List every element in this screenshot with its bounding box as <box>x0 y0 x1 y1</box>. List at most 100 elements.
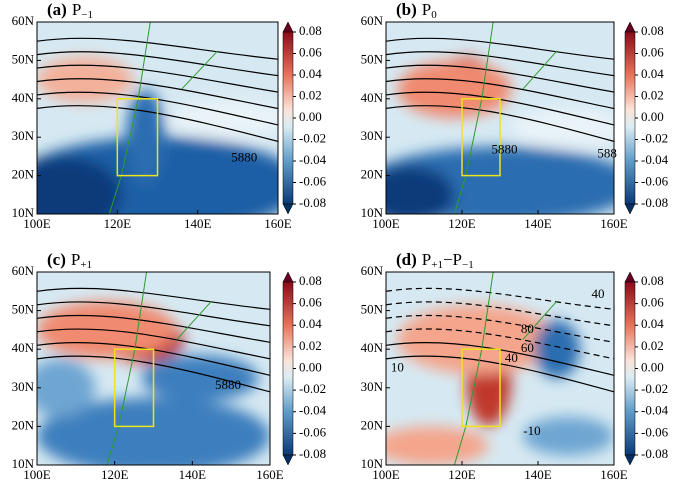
x-tick-label: 140E <box>524 216 552 231</box>
contour <box>386 37 614 60</box>
colorbar-tick-label: 0.02 <box>641 87 664 102</box>
panel-title: (a) P−1 <box>47 0 93 21</box>
region-box <box>116 98 159 177</box>
title: −P <box>443 250 462 269</box>
colorbar-tick-label: -0.04 <box>299 403 327 418</box>
map-field <box>37 22 278 214</box>
contour-label: -10 <box>523 423 540 438</box>
colorbar-tick-label: 0.04 <box>299 66 322 81</box>
y-tick-label: 20N <box>361 167 384 182</box>
contour <box>386 328 614 360</box>
y-tick-label: 60N <box>12 263 35 278</box>
x-tick-label: 140E <box>179 467 207 482</box>
y-tick-label: 10N <box>361 456 384 471</box>
colorbar-bottom <box>624 454 636 466</box>
colorbar-tick-label: 0.04 <box>641 316 664 331</box>
panel: 5880 588 100E 120E 140E 160E 10N 20N 30N 40N 50N 60… <box>361 0 669 231</box>
contour <box>386 78 614 110</box>
shading <box>386 56 614 214</box>
region-box <box>461 98 501 177</box>
contour <box>37 104 278 142</box>
colorbar-tick-label: -0.06 <box>641 424 669 439</box>
y-tick-label: 40N <box>361 90 384 105</box>
colorbar <box>282 31 294 205</box>
shade-blob <box>522 416 614 456</box>
map-frame <box>36 271 271 466</box>
contour <box>386 51 614 77</box>
y-tick-label: 20N <box>12 167 35 182</box>
x-tick-label: 160E <box>256 467 284 482</box>
coastline <box>106 272 213 465</box>
colorbar-tick-label: 0.08 <box>299 273 322 288</box>
contour-label: 60 <box>521 340 534 355</box>
contour <box>386 314 614 343</box>
title-subscript: −1 <box>462 259 474 271</box>
y-tick-label: 40N <box>361 340 384 355</box>
x-tick-label: 120E <box>101 467 129 482</box>
shade-blob <box>37 56 134 103</box>
shade-blob <box>397 60 512 118</box>
map-frame <box>385 21 615 215</box>
x-tick-label: 100E <box>372 216 400 231</box>
title-subscript: 0 <box>431 9 437 21</box>
x-tick-label: 120E <box>104 216 132 231</box>
contour <box>386 341 614 376</box>
title: P <box>71 250 80 269</box>
panel-title: (d) P+1−P−1 <box>396 250 474 271</box>
colorbar-tick-label: -0.08 <box>641 446 668 461</box>
panel-label: (d) <box>396 250 417 269</box>
y-tick-label: 40N <box>12 90 35 105</box>
colorbar-top <box>282 271 294 283</box>
y-tick-label: 60N <box>361 13 384 28</box>
colorbar-tick-label: 0.08 <box>641 273 664 288</box>
colorbar-tick-label: 0.00 <box>641 109 664 124</box>
colorbar-tick-label: 0.00 <box>299 359 322 374</box>
colorbar-tick-label: 0.02 <box>641 338 664 353</box>
colorbar-tick-label: 0.04 <box>641 66 664 81</box>
map-field <box>37 272 270 465</box>
panel-title: (b) P0 <box>396 0 437 21</box>
y-tick-label: 40N <box>12 340 35 355</box>
contour <box>37 287 270 310</box>
contour-label: 5880 <box>492 142 518 157</box>
map-frame <box>36 21 279 215</box>
panel-label: (c) <box>47 250 66 269</box>
contour-label: 588 <box>597 145 617 160</box>
x-tick-label: 100E <box>372 467 400 482</box>
x-tick-label: 160E <box>264 216 292 231</box>
colorbar <box>282 281 294 456</box>
map-frame <box>385 271 615 466</box>
colorbar-bottom <box>282 203 294 215</box>
colorbar-tick-label: 0.08 <box>641 23 664 38</box>
contour <box>37 314 270 343</box>
y-tick-label: 20N <box>361 417 384 432</box>
y-tick-label: 50N <box>12 302 35 317</box>
y-tick-label: 50N <box>361 302 384 317</box>
x-tick-label: 160E <box>600 467 628 482</box>
colorbar-tick-label: -0.02 <box>299 381 326 396</box>
colorbar-tick-label: 0.02 <box>299 87 322 102</box>
y-tick-label: 30N <box>361 128 384 143</box>
shade-blob <box>534 320 580 379</box>
colorbar-tick-label: 0.06 <box>641 295 664 310</box>
panel: 5880 100E 120E 140E 160E 10N 20N 30N 40N 50N 60N (a… <box>12 0 327 231</box>
map-field <box>386 272 614 465</box>
contour <box>37 37 278 60</box>
shade-blob <box>386 426 489 465</box>
colorbar-top <box>282 21 294 33</box>
panel-title: (c) P+1 <box>47 250 92 271</box>
x-tick-label: 120E <box>448 467 476 482</box>
region-box <box>461 348 501 428</box>
y-tick-label: 30N <box>12 379 35 394</box>
colorbar-tick-label: -0.08 <box>641 195 668 210</box>
title-subscript: +1 <box>80 259 92 271</box>
panel-label: (a) <box>47 0 67 19</box>
contour <box>37 328 270 360</box>
colorbar-tick-label: -0.04 <box>641 152 669 167</box>
x-tick-label: 100E <box>23 467 51 482</box>
title-subscript: −1 <box>81 9 93 21</box>
colorbar-tick-label: 0.00 <box>299 109 322 124</box>
colorbar-tick-label: 0.06 <box>641 44 664 59</box>
region-box <box>113 348 155 428</box>
coastline <box>453 272 558 465</box>
